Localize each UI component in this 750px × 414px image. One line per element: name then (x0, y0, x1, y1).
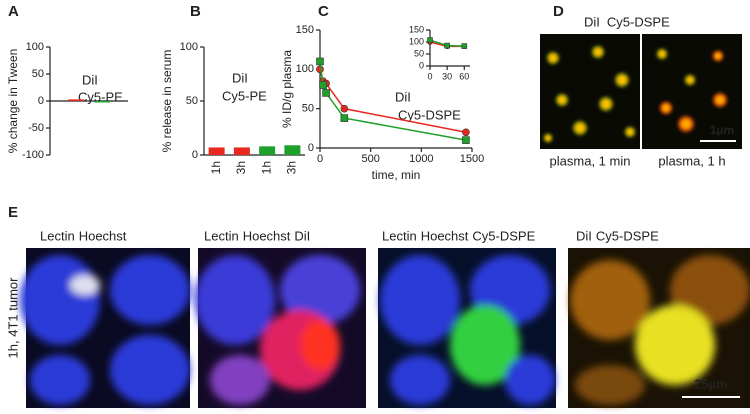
x-tick-label: 500 (361, 153, 379, 165)
x-tick-label: 0 (317, 153, 323, 165)
x-tick-label: 1h (209, 161, 223, 174)
panel-letter: D (553, 3, 564, 20)
y-tick-label: 50 (186, 95, 198, 107)
image-legend: Cy5-DSPE (607, 14, 670, 29)
bar (68, 99, 84, 101)
y-tick-label: -50 (28, 122, 44, 134)
marker (340, 104, 349, 113)
x-tick-label: 0 (427, 71, 432, 81)
image-title: Hoechst (421, 228, 469, 243)
image-title: Hoechst (79, 228, 127, 243)
y-tick-label: -100 (22, 149, 44, 161)
bar (259, 146, 276, 155)
image-title: Lectin (204, 228, 239, 243)
image-legend: DiI (584, 14, 600, 29)
marker (316, 57, 324, 66)
marker (319, 81, 327, 89)
y-tick-label: 50 (302, 103, 314, 115)
panel-letter: C (318, 3, 329, 20)
micrograph-e (20, 248, 750, 408)
x-tick-label: 3h (285, 161, 299, 174)
image-caption: plasma, 1 h (658, 153, 725, 168)
y-tick-label: 100 (26, 41, 44, 53)
x-axis-label: time, min (372, 168, 421, 182)
x-tick-label: 1500 (460, 153, 484, 165)
panel-letter: A (8, 3, 19, 20)
legend-entry: DiI (395, 89, 411, 104)
y-tick-label: 0 (308, 142, 314, 154)
image-caption: plasma, 1 min (550, 153, 631, 168)
marker (322, 89, 330, 97)
image-title: Lectin (382, 228, 417, 243)
legend-entry: DiI (232, 70, 248, 85)
y-tick-label: 50 (414, 48, 424, 58)
image-title: Hoechst (243, 228, 291, 243)
image-title: DiI (576, 228, 592, 243)
y-axis-label: % change in Tween (6, 49, 20, 154)
y-axis-label: % ID/g plasma (280, 50, 294, 128)
bar (233, 147, 250, 155)
y-tick-label: 0 (192, 149, 198, 161)
image-title: Cy5-DSPE (472, 228, 535, 243)
y-tick-label: 100 (296, 63, 314, 75)
marker (462, 128, 470, 137)
micrograph-d (540, 34, 742, 149)
marker (340, 114, 349, 122)
x-tick-label: 1000 (409, 153, 433, 165)
image-title: Lectin (40, 228, 75, 243)
y-tick-label: 0 (419, 60, 424, 70)
x-tick-label: 60 (459, 71, 469, 81)
legend-entry: Cy5-DSPE (398, 107, 461, 122)
y-tick-label: 150 (296, 24, 314, 36)
marker (462, 136, 470, 144)
bar (284, 145, 301, 155)
y-axis-label: % release in serum (160, 50, 174, 153)
y-tick-label: 50 (32, 68, 44, 80)
legend-entry: DiI (82, 72, 98, 87)
image-title: DiI (294, 228, 310, 243)
panel-letter: B (190, 3, 201, 20)
bar (208, 147, 225, 155)
y-tick-label: 100 (409, 36, 424, 46)
marker (427, 37, 433, 43)
y-tick-label: 0 (38, 95, 44, 107)
side-label: 1h, 4T1 tumor (5, 277, 20, 359)
image-title: Cy5-DSPE (596, 228, 659, 243)
marker (461, 43, 468, 49)
scale-label: 1µm (710, 123, 734, 137)
x-tick-label: 3h (234, 161, 248, 174)
panel-letter: E (8, 204, 18, 221)
scale-label: 25µm (694, 376, 728, 391)
y-tick-label: 150 (409, 24, 424, 34)
y-tick-label: 100 (180, 41, 198, 53)
x-tick-label: 30 (442, 71, 452, 81)
marker (444, 42, 450, 49)
x-tick-label: 1h (259, 161, 273, 174)
legend-entry: Cy5-PE (222, 88, 267, 103)
bar (94, 101, 110, 103)
